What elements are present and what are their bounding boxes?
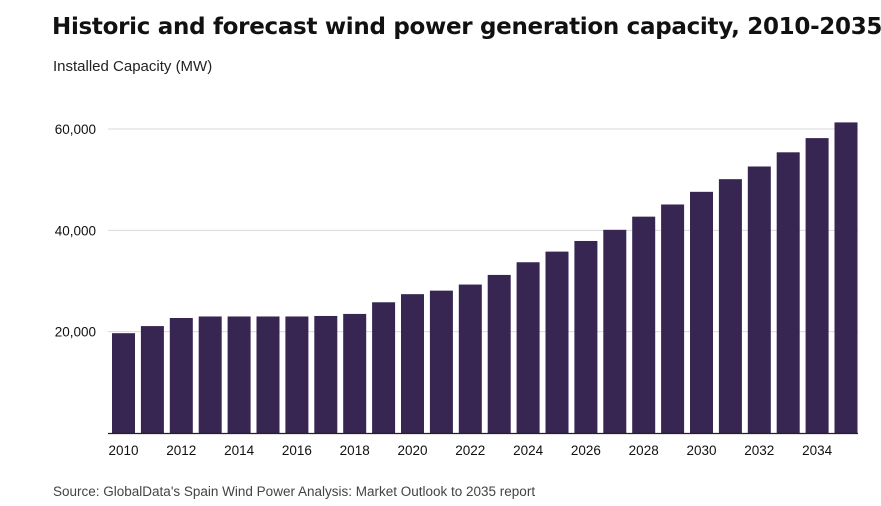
bar-2019 (372, 302, 396, 433)
bar-2017 (314, 315, 338, 433)
y-tick-label: 60,000 (55, 122, 96, 137)
x-tick-label: 2034 (802, 443, 833, 458)
bar-2027 (603, 229, 627, 433)
bar-2028 (632, 216, 656, 433)
bar-2023 (487, 274, 511, 433)
x-tick-label: 2026 (571, 443, 601, 458)
bar-2035 (834, 122, 858, 433)
bar-2012 (169, 317, 193, 433)
x-tick-label: 2030 (686, 443, 716, 458)
x-tick-labels: 2010 2012 2014 2016 2018 2020 2022 2024 2026 2028… (108, 443, 832, 458)
bar-2016 (285, 316, 309, 433)
bar-2030 (690, 191, 713, 433)
bar-2013 (198, 316, 222, 433)
bar-2011 (140, 326, 164, 433)
y-tick-labels: 20,000 40,000 60,000 (55, 122, 96, 340)
x-tick-label: 2032 (744, 443, 774, 458)
bar-2034 (805, 138, 829, 433)
bar-2031 (718, 179, 742, 433)
x-tick-label: 2012 (166, 443, 196, 458)
bar-2025 (545, 251, 569, 433)
x-tick-label: 2018 (340, 443, 370, 458)
bar-2010 (112, 333, 135, 433)
bar-2014 (227, 316, 251, 433)
x-tick-label: 2022 (455, 443, 485, 458)
y-axis-unit-label: Installed Capacity (MW) (53, 58, 213, 75)
x-tick-label: 2016 (282, 443, 312, 458)
bar-2021 (429, 290, 453, 433)
y-tick-label: 40,000 (55, 223, 96, 238)
x-tick-label: 2028 (629, 443, 659, 458)
bar-2024 (516, 262, 540, 433)
gridlines (108, 128, 858, 333)
bars (112, 122, 858, 434)
x-tick-label: 2024 (513, 443, 544, 458)
bar-2029 (661, 204, 685, 433)
bar-2022 (458, 284, 482, 433)
bar-2026 (574, 240, 598, 433)
bar-2033 (776, 152, 800, 433)
bar-2020 (401, 294, 424, 433)
x-tick-label: 2014 (224, 443, 255, 458)
bar-2018 (343, 313, 367, 433)
chart-title: Historic and forecast wind power generat… (52, 14, 881, 40)
watermark-logo: GlobalData (386, 243, 503, 268)
y-tick-label: 20,000 (55, 325, 96, 340)
source-note: Source: GlobalData's Spain Wind Power An… (53, 484, 536, 499)
bar-2032 (747, 166, 771, 434)
x-tick-label: 2020 (397, 443, 427, 458)
bar-2015 (256, 316, 280, 433)
x-tick-label: 2010 (108, 443, 138, 458)
